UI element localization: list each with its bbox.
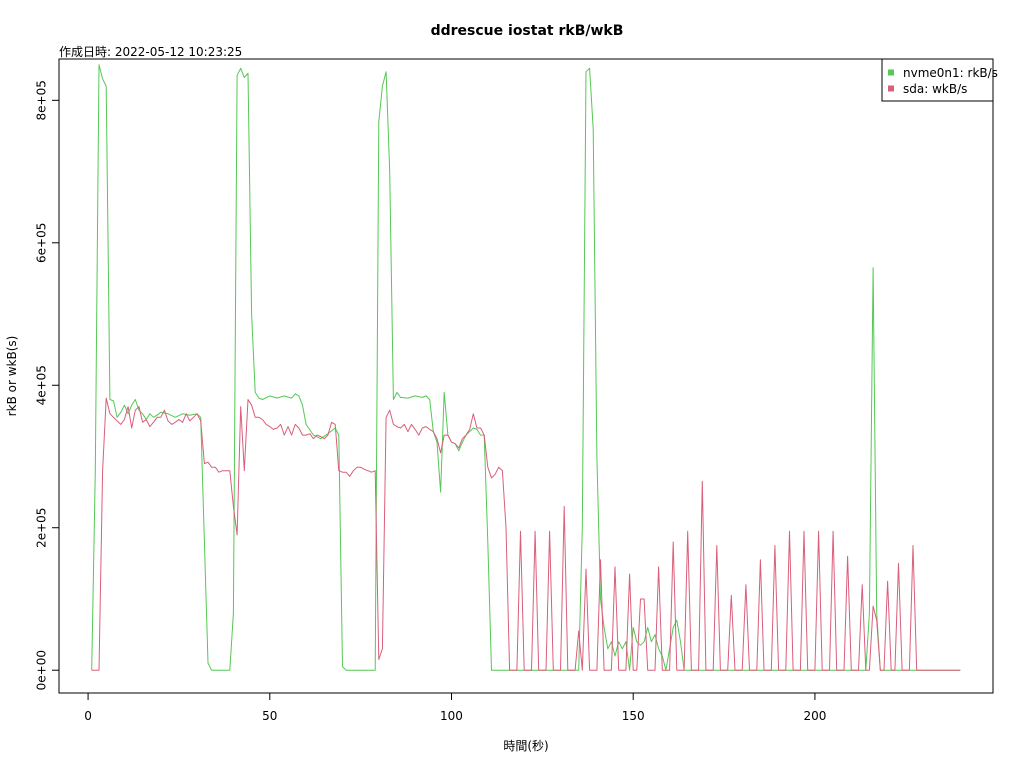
y-axis: 0e+00 2e+05 4e+05 6e+05 8e+05 [35,80,60,690]
x-axis: 0 50 100 150 200 [84,692,826,723]
x-axis-label: 時間(秒) [503,739,548,753]
legend-label: nvme0n1: rkB/s [903,66,998,80]
x-tick-label: 50 [262,709,277,723]
y-axis-label: rkB or wkB(s) [5,336,19,417]
legend-swatch [888,85,894,92]
plot-frame [58,58,994,694]
legend: nvme0n1: rkB/s sda: wkB/s [881,58,998,102]
x-tick-label: 200 [803,709,826,723]
y-tick-label: 4e+05 [35,365,49,405]
x-tick-label: 100 [440,709,463,723]
x-tick-label: 0 [84,709,92,723]
y-tick-label: 6e+05 [35,223,49,263]
x-tick-label: 150 [622,709,645,723]
y-tick-label: 8e+05 [35,80,49,120]
chart-subtitle: 作成日時: 2022-05-12 10:23:25 [59,45,242,59]
series-layer [91,64,961,671]
legend-label: sda: wkB/s [903,82,967,96]
legend-box [881,58,994,102]
series-line-1 [91,64,961,671]
y-tick-label: 0e+00 [35,650,49,690]
chart-title: ddrescue iostat rkB/wkB [431,23,624,39]
series-line-2 [91,397,961,671]
y-tick-label: 2e+05 [35,508,49,548]
legend-swatch [888,69,894,76]
